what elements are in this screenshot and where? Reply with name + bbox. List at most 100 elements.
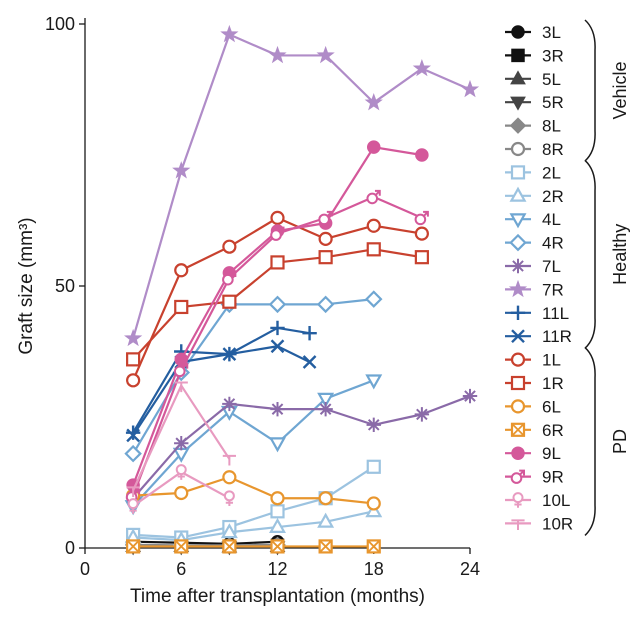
legend-label: 10L — [542, 491, 570, 510]
data-point — [126, 352, 141, 367]
data-point — [270, 210, 285, 225]
series-line — [133, 476, 374, 505]
data-point — [414, 407, 430, 422]
series-7R — [124, 24, 480, 347]
legend-label: 3L — [542, 23, 561, 42]
legend-label: 10R — [542, 514, 573, 533]
series-line — [132, 298, 374, 455]
data-point — [222, 239, 237, 254]
x-tick-label: 24 — [460, 559, 480, 579]
data-point — [126, 486, 140, 497]
legend-item: 3L — [505, 23, 561, 42]
x-tick-label: 18 — [364, 559, 384, 579]
data-point — [318, 231, 333, 246]
data-point — [270, 339, 285, 354]
y-tick-label: 50 — [55, 276, 75, 296]
series-7L — [125, 388, 478, 506]
x-tick-label: 0 — [80, 559, 90, 579]
data-point — [318, 539, 333, 554]
legend: 3L 3R 5L 5R 8L 8R 2L 2R 4L 4R 7L 7R 11L 11R 1L 1R 6L 6R 9L… — [505, 19, 630, 536]
data-point — [270, 255, 285, 270]
series-line — [132, 33, 471, 339]
group-bracket — [584, 347, 596, 536]
data-point — [367, 140, 381, 154]
group-bracket — [584, 159, 596, 349]
series-line — [132, 345, 311, 436]
legend-item: 7L — [505, 257, 561, 276]
data-point — [318, 250, 333, 265]
data-point — [126, 373, 141, 388]
legend-item: 10R — [505, 514, 573, 533]
legend-item: 11R — [505, 327, 572, 346]
y-tick-label: 0 — [65, 538, 75, 558]
series-line — [133, 540, 278, 545]
data-point — [460, 79, 480, 98]
data-point — [366, 417, 381, 433]
legend-label: 5L — [542, 70, 561, 89]
data-point — [222, 454, 236, 466]
data-point — [412, 58, 431, 77]
data-point — [318, 401, 333, 417]
data-point — [316, 295, 335, 314]
data-point — [365, 374, 383, 390]
data-point — [174, 299, 189, 315]
axes: 0 6 12 18 24 0 50 100 Time after transplantation… — [16, 14, 480, 607]
legend-label: 6R — [542, 421, 564, 440]
legend-item: 1L — [505, 351, 561, 370]
data-point — [268, 295, 287, 314]
data-point — [270, 320, 285, 336]
data-point — [317, 512, 335, 528]
legend-item: 9L — [505, 444, 561, 463]
data-point — [302, 325, 317, 341]
legend-label: 1L — [542, 351, 561, 370]
series-1L — [126, 210, 429, 388]
data-point — [222, 470, 237, 485]
legend-label: 7L — [542, 257, 561, 276]
x-axis-title: Time after transplantation (months) — [130, 586, 425, 607]
legend-item: 7R — [505, 279, 564, 299]
data-point — [174, 263, 189, 278]
data-point — [414, 250, 429, 265]
series-line — [132, 395, 471, 499]
data-point — [126, 428, 140, 443]
series-11L — [125, 320, 317, 440]
data-point — [222, 396, 237, 412]
series-line — [133, 465, 375, 539]
data-point — [462, 388, 478, 404]
data-point — [222, 539, 237, 554]
data-point — [366, 459, 381, 474]
data-point — [174, 485, 189, 501]
data-point — [366, 189, 381, 205]
legend-item: 2L — [505, 163, 561, 182]
data-point — [270, 539, 285, 554]
group-vehicle: Vehicle — [584, 19, 630, 162]
series-10L — [127, 464, 235, 514]
legend-label: 11R — [542, 327, 572, 346]
legend-label: 7R — [542, 280, 564, 299]
legend-label: 9L — [542, 444, 561, 463]
data-point — [366, 242, 381, 257]
data-point — [223, 490, 235, 507]
group-pd: PD — [584, 347, 630, 536]
data-point — [318, 210, 333, 226]
data-point — [270, 401, 285, 417]
legend-item: 4R — [505, 234, 564, 253]
data-point — [364, 290, 383, 308]
group-bracket — [584, 19, 596, 162]
x-tick-label: 6 — [176, 559, 186, 579]
data-point — [172, 161, 191, 179]
data-point — [268, 45, 287, 64]
data-point — [415, 148, 429, 162]
data-point — [269, 517, 286, 533]
legend-item: 8R — [505, 140, 564, 159]
x-tick-label: 12 — [267, 559, 287, 579]
data-point — [174, 539, 189, 554]
group-healthy: Healthy — [584, 159, 630, 349]
data-point — [125, 425, 141, 440]
series-2R — [124, 502, 383, 547]
series-4L — [124, 374, 383, 516]
group-label: PD — [610, 429, 630, 454]
series-line — [133, 510, 374, 542]
data-point — [124, 444, 142, 463]
